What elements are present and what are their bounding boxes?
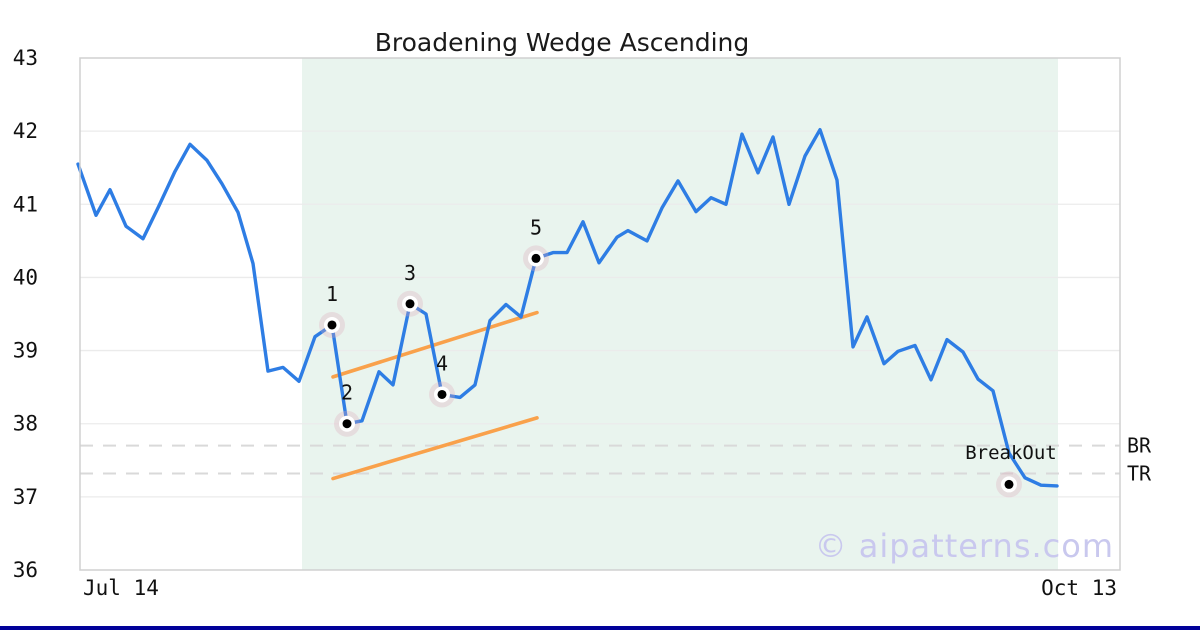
y-tick-label: 43 xyxy=(13,46,38,70)
y-tick-label: 41 xyxy=(13,192,38,216)
pivot-3-dot xyxy=(405,299,415,309)
breakout-label: BreakOut xyxy=(965,442,1057,464)
pivot-label-4: 4 xyxy=(436,351,448,375)
x-tick-label-start: Jul 14 xyxy=(83,576,159,600)
trendline-lower xyxy=(331,416,539,481)
level-label-br: BR xyxy=(1127,434,1152,458)
pivot-label-2: 2 xyxy=(341,381,353,405)
y-tick-label: 36 xyxy=(13,558,38,582)
trendline-upper xyxy=(331,310,539,379)
pivot-label-5: 5 xyxy=(530,215,542,239)
y-tick-label: 37 xyxy=(13,485,38,509)
y-tick-label: 42 xyxy=(13,119,38,143)
price-line xyxy=(76,127,1059,488)
pivot-4-dot xyxy=(437,389,447,399)
y-tick-label: 40 xyxy=(13,265,38,289)
pattern-region xyxy=(302,58,1058,570)
pivot-label-1: 1 xyxy=(326,282,338,306)
pivot-5-dot xyxy=(531,253,541,263)
x-tick-label-end: Oct 13 xyxy=(1041,576,1117,600)
y-tick-label: 38 xyxy=(13,412,38,436)
y-tick-label: 39 xyxy=(13,339,38,363)
pivot-label-3: 3 xyxy=(404,261,416,285)
watermark: © aipatterns.com xyxy=(814,527,1114,565)
pivot-2-dot xyxy=(342,419,352,429)
pivot-1-dot xyxy=(327,320,337,330)
bottom-accent-bar xyxy=(0,626,1200,630)
breakout-dot xyxy=(1004,479,1014,489)
plot-border xyxy=(79,57,1121,571)
level-label-tr: TR xyxy=(1127,461,1152,485)
chart-title: Broadening Wedge Ascending xyxy=(374,28,750,57)
